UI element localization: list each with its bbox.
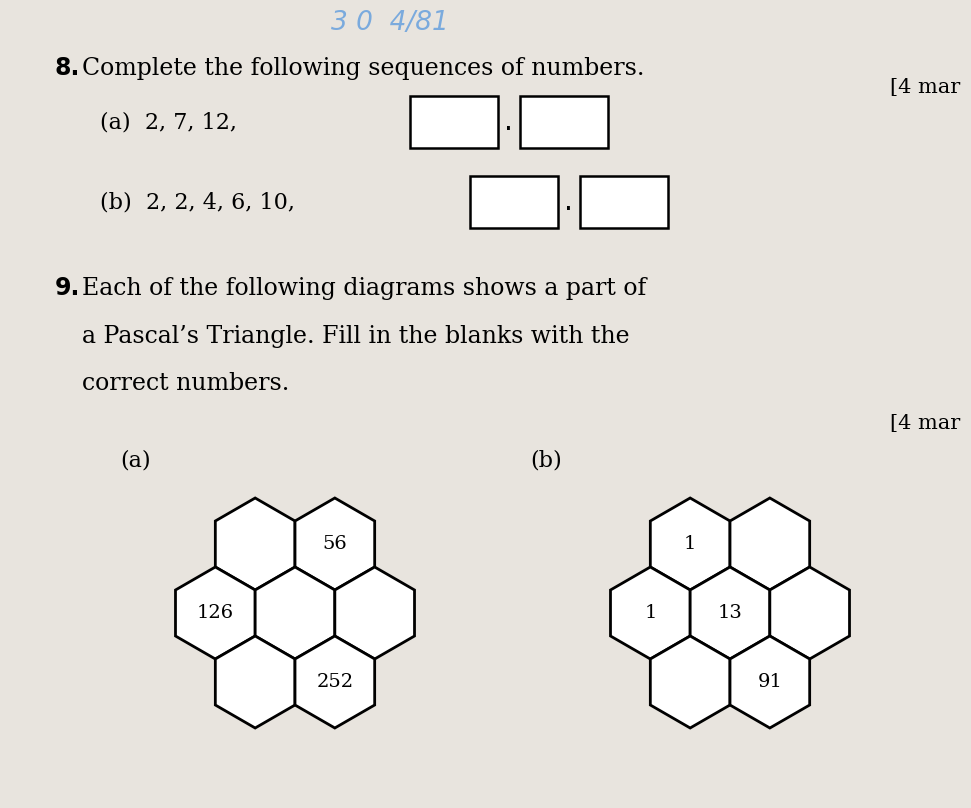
- Polygon shape: [651, 636, 730, 728]
- Text: 1: 1: [644, 604, 656, 622]
- Bar: [470, 176, 558, 228]
- Text: [4 mar: [4 mar: [889, 78, 960, 98]
- Text: correct numbers.: correct numbers.: [82, 372, 289, 395]
- Text: .: .: [504, 108, 513, 136]
- Text: 8.: 8.: [55, 56, 81, 80]
- Text: .: .: [563, 188, 573, 216]
- Polygon shape: [730, 498, 810, 590]
- Text: 13: 13: [718, 604, 743, 622]
- Polygon shape: [176, 567, 255, 659]
- Text: 9.: 9.: [55, 276, 81, 300]
- Text: a Pascal’s Triangle. Fill in the blanks with the: a Pascal’s Triangle. Fill in the blanks …: [82, 325, 629, 347]
- Polygon shape: [216, 636, 295, 728]
- Text: 1: 1: [684, 535, 696, 553]
- Polygon shape: [295, 636, 375, 728]
- Text: (a)  2, 7, 12,: (a) 2, 7, 12,: [100, 112, 237, 134]
- Polygon shape: [730, 636, 810, 728]
- Text: (b)  2, 2, 4, 6, 10,: (b) 2, 2, 4, 6, 10,: [100, 192, 295, 214]
- Text: [4 mar: [4 mar: [889, 414, 960, 432]
- Bar: [410, 96, 498, 148]
- Text: 252: 252: [317, 673, 353, 691]
- Polygon shape: [216, 498, 295, 590]
- Text: (b): (b): [530, 449, 562, 471]
- Polygon shape: [611, 567, 690, 659]
- Polygon shape: [295, 498, 375, 590]
- Text: 126: 126: [197, 604, 234, 622]
- Bar: [520, 96, 608, 148]
- Text: Each of the following diagrams shows a part of: Each of the following diagrams shows a p…: [82, 276, 647, 300]
- Polygon shape: [651, 498, 730, 590]
- Text: 91: 91: [757, 673, 783, 691]
- Polygon shape: [255, 567, 335, 659]
- Text: 56: 56: [322, 535, 348, 553]
- Text: 3 0  4/81: 3 0 4/81: [331, 10, 449, 36]
- Text: Complete the following sequences of numbers.: Complete the following sequences of numb…: [82, 57, 645, 79]
- Bar: [580, 176, 668, 228]
- Polygon shape: [690, 567, 770, 659]
- Polygon shape: [770, 567, 850, 659]
- Polygon shape: [335, 567, 415, 659]
- Text: (a): (a): [120, 449, 151, 471]
